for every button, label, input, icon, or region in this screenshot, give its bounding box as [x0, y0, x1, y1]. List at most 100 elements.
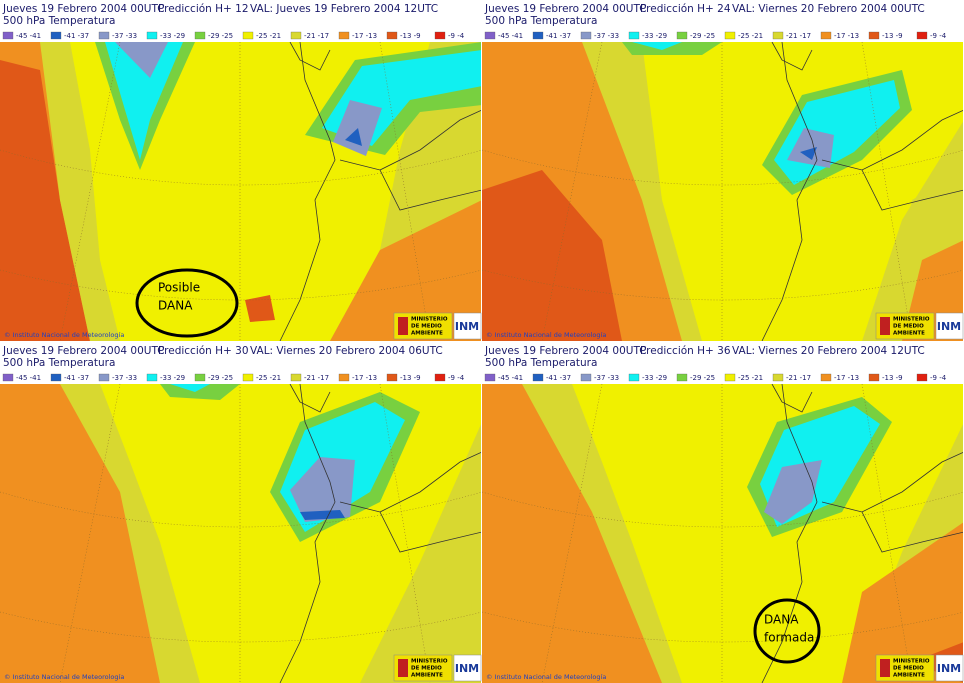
legend-swatch — [2, 373, 14, 382]
annotation-text: formada — [764, 631, 814, 645]
legend-label: -21 -17 — [304, 374, 329, 382]
legend-label: -21 -17 — [304, 32, 329, 40]
legend-label: -45 -41 — [16, 374, 41, 382]
credit: © Instituto Nacional de Meteorología — [486, 673, 606, 681]
legend-swatch — [2, 31, 14, 40]
legend-label: -41 -37 — [546, 32, 571, 40]
field-name: 500 hPa Temperatura — [3, 15, 115, 27]
coastline — [279, 384, 481, 683]
legend-swatch — [338, 31, 350, 40]
temperature-region — [290, 457, 355, 522]
legend-swatch — [724, 373, 736, 382]
legend-label: -29 -25 — [690, 32, 715, 40]
logo: INM — [937, 320, 961, 333]
forecast-step: Predicción H+ 24 — [640, 3, 731, 15]
legend-swatch — [50, 373, 62, 382]
legend-swatch — [434, 31, 446, 40]
map-area — [0, 384, 481, 683]
legend-swatch — [146, 31, 158, 40]
legend-swatch — [194, 373, 206, 382]
legend-swatch — [916, 373, 928, 382]
annotation-text: DANA — [158, 299, 193, 313]
legend-swatch — [338, 373, 350, 382]
legend-label: -17 -13 — [834, 374, 859, 382]
legend-swatch — [242, 31, 254, 40]
legend-label: -17 -13 — [352, 32, 377, 40]
field-name: 500 hPa Temperatura — [485, 357, 597, 369]
temperature-region — [160, 384, 240, 400]
ministry-name: AMBIENTE — [893, 331, 925, 337]
temperature-region — [345, 128, 362, 146]
logo: INM — [455, 662, 479, 675]
run-date: Jueves 19 Febrero 2004 00UTC — [484, 3, 647, 15]
temperature-region — [764, 460, 822, 524]
legend-label: -37 -33 — [594, 32, 619, 40]
temperature-region — [482, 384, 652, 683]
graticule — [482, 42, 963, 341]
temperature-region — [0, 60, 90, 341]
legend-swatch — [724, 31, 736, 40]
logo-box — [453, 312, 482, 340]
field-name: 500 hPa Temperatura — [485, 15, 597, 27]
legend-label: -33 -29 — [642, 374, 667, 382]
legend-swatch — [676, 373, 688, 382]
annotation-circle — [135, 268, 239, 338]
temperature-region — [170, 384, 210, 392]
valid-time: VAL: Jueves 19 Febrero 2004 12UTC — [250, 3, 438, 15]
run-date: Jueves 19 Febrero 2004 00UTC — [2, 3, 165, 15]
annotation-text: DANA — [764, 613, 799, 627]
crest — [398, 317, 408, 335]
temperature-region — [380, 542, 481, 683]
legend-label: -9 -4 — [930, 374, 947, 382]
legend-label: -13 -9 — [400, 32, 421, 40]
legend-label: -13 -9 — [400, 374, 421, 382]
legend-label: -9 -4 — [448, 374, 465, 382]
legend-swatch — [242, 373, 254, 382]
header-background — [482, 342, 963, 384]
legend-label: -37 -33 — [112, 32, 137, 40]
ministry-name: AMBIENTE — [411, 673, 443, 679]
ministry-name: DE MEDIO — [411, 666, 442, 672]
logo: INM — [937, 662, 961, 675]
ministry-name: MINISTERIO — [893, 659, 930, 665]
temperature-region — [105, 42, 183, 160]
temperature-region — [115, 42, 168, 78]
legend-swatch — [386, 31, 398, 40]
ministry-name: DE MEDIO — [893, 666, 924, 672]
map-area — [0, 42, 481, 341]
legend-label: -13 -9 — [882, 374, 903, 382]
legend-label: -25 -21 — [738, 32, 763, 40]
valid-time: VAL: Viernes 20 Febrero 2004 12UTC — [732, 345, 925, 357]
legend-swatch — [146, 373, 158, 382]
legend-swatch — [772, 373, 784, 382]
legend-label: -41 -37 — [64, 32, 89, 40]
forecast-step: Predicción H+ 30 — [158, 345, 249, 357]
legend-label: -17 -13 — [834, 32, 859, 40]
legend-label: -45 -41 — [16, 32, 41, 40]
legend-label: -21 -17 — [786, 374, 811, 382]
map-area — [482, 42, 963, 341]
ministry-name: MINISTERIO — [893, 317, 930, 323]
graticule — [0, 384, 481, 683]
legend-label: -45 -41 — [498, 374, 523, 382]
temperature-region — [632, 42, 682, 50]
forecast-step: Predicción H+ 12 — [158, 3, 249, 15]
header-background — [0, 0, 481, 42]
legend-swatch — [290, 31, 302, 40]
temperature-region — [330, 200, 481, 341]
legend-swatch — [580, 31, 592, 40]
legend-swatch — [628, 31, 640, 40]
legend-swatch — [820, 31, 832, 40]
legend-label: -21 -17 — [786, 32, 811, 40]
legend-swatch — [484, 31, 496, 40]
graticule — [0, 42, 481, 341]
temperature-region — [482, 170, 622, 341]
ministry-name: AMBIENTE — [411, 331, 443, 337]
legend-label: -25 -21 — [738, 374, 763, 382]
legend-swatch — [820, 373, 832, 382]
legend-label: -29 -25 — [690, 374, 715, 382]
legend-swatch — [868, 373, 880, 382]
